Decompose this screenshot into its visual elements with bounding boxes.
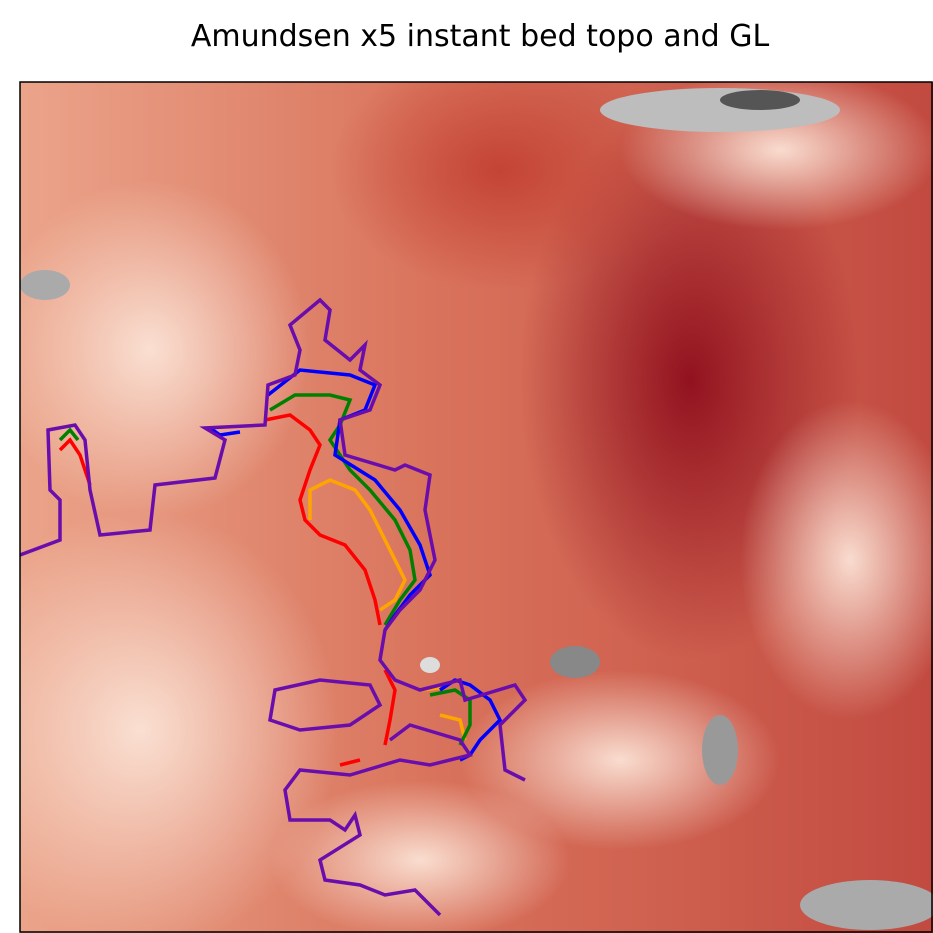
- chart-title: Amundsen x5 instant bed topo and GL: [191, 19, 770, 54]
- heatmap: [0, 50, 933, 933]
- chart: Amundsen x5 instant bed topo and GL: [0, 0, 933, 933]
